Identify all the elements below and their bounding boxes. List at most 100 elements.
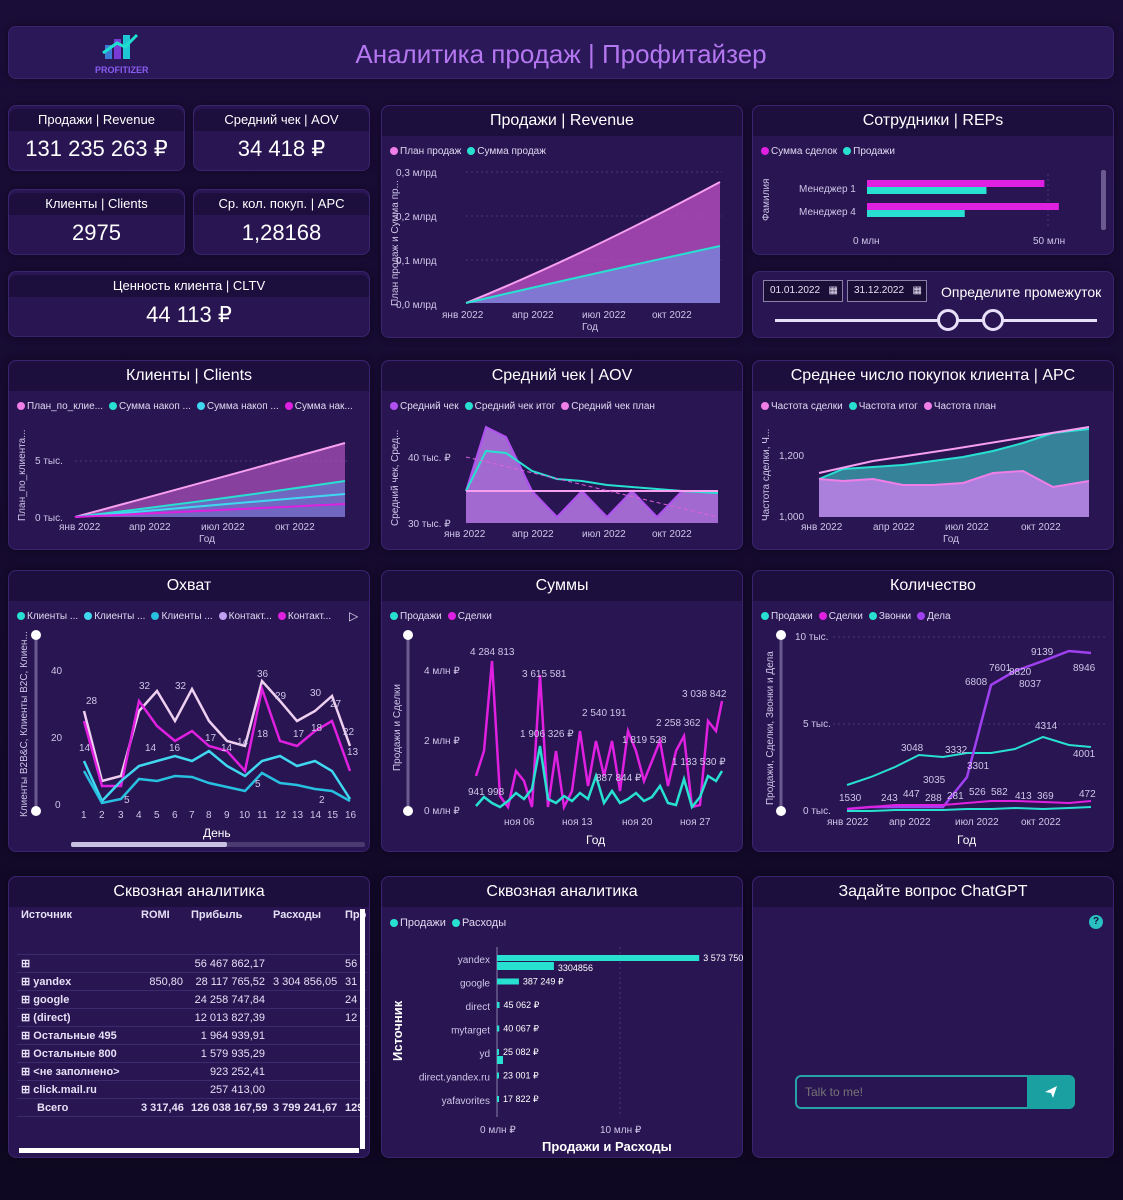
data-label: 23 001 ₽ bbox=[503, 1071, 539, 1081]
slider-handle[interactable] bbox=[403, 630, 413, 640]
expand-icon[interactable]: ⊞ bbox=[21, 1012, 34, 1024]
y-tick: 2 млн ₽ bbox=[424, 736, 460, 747]
bar-sales[interactable] bbox=[497, 955, 700, 961]
kpi-aov: Средний чек | AOV 34 418 ₽ bbox=[193, 105, 370, 171]
bar-sales[interactable] bbox=[497, 1049, 499, 1055]
table-cell bbox=[137, 991, 187, 1008]
table-row[interactable]: ⊞ 56 467 862,17 56 bbox=[17, 955, 367, 973]
legend-next-icon[interactable]: ▷ bbox=[349, 609, 359, 623]
column-header[interactable]: ROMI bbox=[141, 909, 170, 921]
kpi-value: 44 113 ₽ bbox=[146, 302, 232, 327]
y-tick: 1,200 bbox=[779, 451, 804, 462]
table-cell bbox=[269, 1009, 341, 1026]
expand-icon[interactable]: ⊞ bbox=[21, 976, 34, 988]
column-header[interactable]: Расходы bbox=[273, 909, 322, 921]
date-slider-handle-start[interactable] bbox=[937, 309, 959, 331]
y-axis-label: Источник bbox=[390, 1000, 405, 1061]
legend-item: Дела bbox=[927, 611, 951, 622]
y-axis-label: Фамилия bbox=[761, 179, 772, 221]
bar-sales-4 bbox=[867, 210, 965, 217]
table-row[interactable]: ⊞ yandex 850,80 28 117 765,52 3 304 856,05 3… bbox=[17, 973, 367, 991]
reach-chart-card: Охват Клиенты ... Клиенты ... Клиенты ... К… bbox=[8, 570, 370, 852]
revenue-chart-card: Продажи | Revenue План продаж Сумма прода… bbox=[381, 105, 743, 338]
reps-chart-svg: Фамилия Менеджер 1 Менеджер 4 0 млн 50 м… bbox=[761, 170, 1106, 247]
slider-handle[interactable] bbox=[31, 806, 41, 816]
bar-expense[interactable] bbox=[497, 1056, 503, 1064]
date-start-input[interactable]: 01.01.2022 ▦ bbox=[763, 280, 843, 302]
x-tick: 0 млн ₽ bbox=[480, 1125, 516, 1136]
expand-icon[interactable]: ⊞ bbox=[21, 958, 31, 970]
table-cell bbox=[269, 1045, 341, 1062]
y-tick: 20 bbox=[51, 733, 63, 744]
legend-item: Звонки bbox=[878, 611, 912, 622]
expand-icon[interactable]: ⊞ bbox=[21, 1084, 34, 1096]
calendar-icon[interactable]: ▦ bbox=[912, 285, 922, 296]
x-axis-label: Год bbox=[943, 534, 959, 545]
table-cell: ⊞ click.mail.ru bbox=[17, 1081, 137, 1098]
category-label: direct bbox=[466, 1002, 491, 1013]
date-slider-handle-end[interactable] bbox=[982, 309, 1004, 331]
legend-item: Расходы bbox=[461, 917, 507, 929]
revenue-chart-svg: План продаж и Сумма пр... 0,3 млрд 0,2 м… bbox=[390, 168, 722, 333]
kpi-value: 2975 bbox=[72, 220, 121, 245]
qty-chart-svg: Продажи, Сделки, Звонки и Дела 10 тыс. 5… bbox=[765, 630, 1108, 847]
chat-input[interactable] bbox=[795, 1075, 1029, 1109]
bar-sales[interactable] bbox=[497, 978, 519, 985]
kpi-label: Средний чек | AOV bbox=[194, 109, 369, 131]
bar-sales[interactable] bbox=[497, 1025, 500, 1032]
scrollbar[interactable] bbox=[1101, 170, 1106, 230]
x-tick: 3 bbox=[118, 810, 124, 821]
x-axis-label: Продажи и Расходы bbox=[542, 1139, 672, 1154]
slider-handle[interactable] bbox=[776, 806, 786, 816]
expand-icon[interactable]: ⊞ bbox=[21, 994, 34, 1006]
table-vscrollbar[interactable] bbox=[360, 909, 365, 1149]
send-button[interactable] bbox=[1027, 1075, 1075, 1109]
x-tick: июл 2022 bbox=[582, 529, 626, 540]
expand-icon[interactable]: ⊞ bbox=[21, 1030, 34, 1042]
table-row[interactable]: ⊞ click.mail.ru 257 413,00 bbox=[17, 1081, 367, 1099]
expand-icon[interactable]: ⊞ bbox=[21, 1048, 34, 1060]
y-axis-label: Продажи, Сделки, Звонки и Дела bbox=[765, 651, 776, 805]
table-row[interactable]: ⊞ Остальные 495 1 964 939,91 bbox=[17, 1027, 367, 1045]
legend-item: Контакт... bbox=[228, 611, 272, 622]
x-tick: 12 bbox=[275, 810, 287, 821]
slider-handle[interactable] bbox=[776, 630, 786, 640]
table-cell: 56 467 862,17 bbox=[194, 958, 265, 970]
date-end-input[interactable]: 31.12.2022 ▦ bbox=[847, 280, 927, 302]
calendar-icon[interactable]: ▦ bbox=[828, 285, 838, 296]
data-label: 14 bbox=[145, 743, 157, 754]
bar-sales[interactable] bbox=[497, 1072, 499, 1079]
help-icon[interactable]: ? bbox=[1089, 915, 1103, 929]
legend-item: Клиенты ... bbox=[27, 611, 79, 622]
x-ticks: 1 2 3 4 5 6 7 8 9 10 11 12 13 14 15 16 bbox=[81, 810, 357, 821]
table-cell: ⊞ (direct) bbox=[17, 1009, 137, 1026]
calls-line bbox=[846, 735, 1092, 786]
table-row[interactable]: ⊞ <не заполнено> 923 252,41 bbox=[17, 1063, 367, 1081]
table-hscrollbar[interactable] bbox=[19, 1148, 359, 1153]
table-row[interactable]: ⊞ Остальные 800 1 579 935,29 bbox=[17, 1045, 367, 1063]
slider-handle[interactable] bbox=[403, 806, 413, 816]
slider-handle[interactable] bbox=[31, 630, 41, 640]
chart-title: Клиенты | Clients bbox=[9, 361, 369, 391]
data-label: 14 bbox=[221, 743, 233, 754]
bar-expense[interactable] bbox=[497, 962, 554, 970]
table-cell: 1 579 935,29 bbox=[200, 1048, 265, 1060]
sums-chart-card: Суммы Продажи Сделки Продажи и Сделки 4 м… bbox=[381, 570, 743, 852]
table-row[interactable]: ⊞ (direct) 12 013 827,39 12 bbox=[17, 1009, 367, 1027]
data-label: 472 bbox=[1079, 789, 1096, 800]
bar-sales[interactable] bbox=[497, 1096, 499, 1102]
table-cell: 3 304 856,05 bbox=[273, 976, 338, 988]
y-axis-label: Клиенты B2B&C, Клиенты B2C, Клиен... bbox=[19, 631, 30, 817]
table-header: Источник ROMI Прибыль Расходы Про bbox=[17, 907, 367, 955]
expand-icon[interactable]: ⊞ bbox=[21, 1066, 34, 1078]
data-label: 18 bbox=[257, 729, 269, 740]
scroll-thumb[interactable] bbox=[71, 842, 227, 847]
date-slider-track[interactable] bbox=[775, 319, 1097, 322]
y-axis-label: Средний чек, Сред... bbox=[390, 430, 401, 526]
table-row[interactable]: ⊞ google 24 258 747,84 24 bbox=[17, 991, 367, 1009]
column-header[interactable]: Источник bbox=[21, 909, 73, 921]
bar-sales[interactable] bbox=[497, 1002, 500, 1008]
logo: PROFITIZER bbox=[89, 31, 159, 75]
column-header[interactable]: Прибыль bbox=[191, 909, 243, 921]
table-cell: 3 317,46 bbox=[141, 1102, 184, 1114]
